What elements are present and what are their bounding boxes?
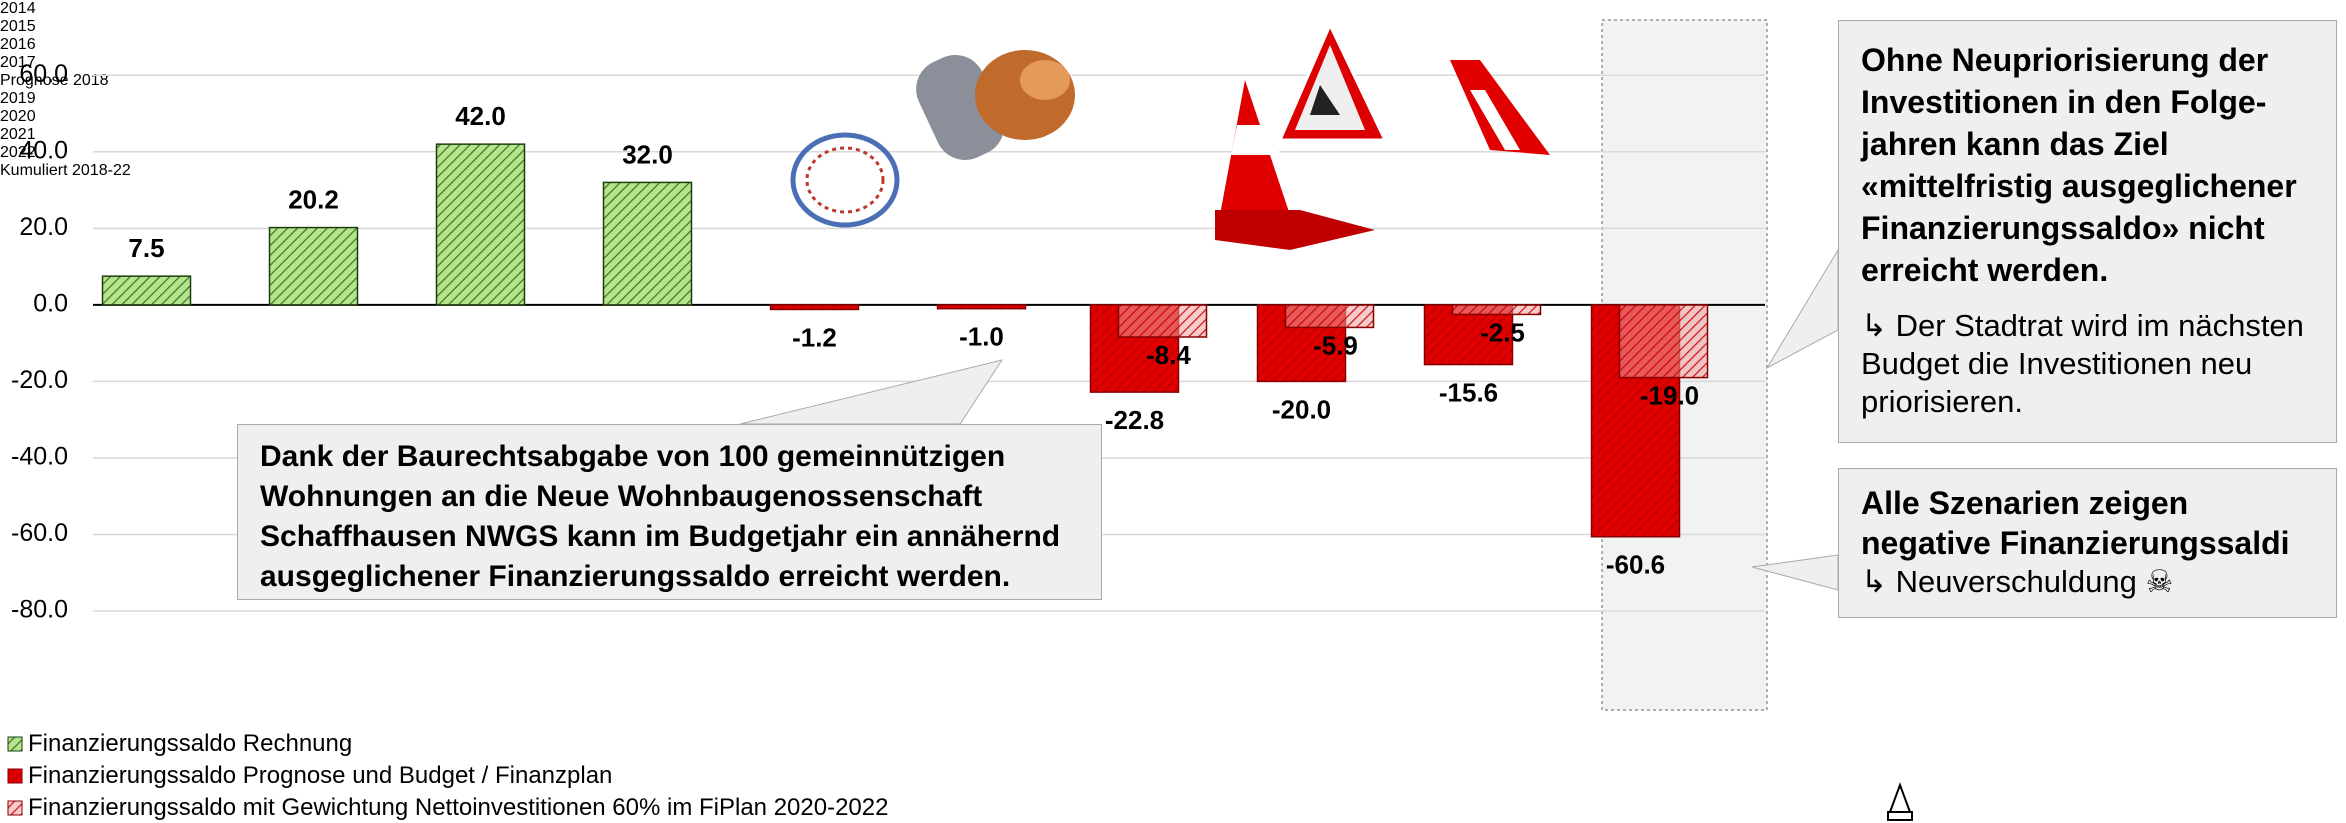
construction-illustration <box>1215 25 1550 250</box>
data-label: -19.0 <box>1640 380 1699 410</box>
bar <box>437 144 525 305</box>
data-label: -60.6 <box>1606 550 1665 580</box>
data-label: -1.2 <box>792 322 837 352</box>
data-label: -15.6 <box>1439 377 1498 407</box>
y-tick-label: 0.0 <box>33 289 68 317</box>
data-label: -2.5 <box>1480 317 1525 347</box>
legend-swatch-rect <box>8 801 22 815</box>
y-tick-label: -80.0 <box>11 596 68 624</box>
legend-entry: Finanzierungssaldo Rechnung <box>6 730 352 758</box>
bar <box>103 276 191 305</box>
data-label: -5.9 <box>1313 330 1358 360</box>
callout-right-top: Ohne Neupriorisierung der Investitionen … <box>1838 20 2337 443</box>
bar <box>1453 305 1541 315</box>
callout-note: ↳ Neuverschuldung ☠ <box>1861 563 2314 601</box>
legend-swatch-rect <box>8 737 22 751</box>
callout-pointer <box>1767 250 1838 368</box>
y-tick-label: 20.0 <box>19 213 68 241</box>
legend-label: Finanzierungssaldo Rechnung <box>28 730 352 758</box>
callout-right-bottom: Alle Szenarien zeigen negative Finanzier… <box>1838 468 2337 618</box>
callout-pointer <box>740 360 1002 424</box>
legend-label: Finanzierungssaldo mit Gewichtung Nettoi… <box>28 794 888 822</box>
bar <box>1286 305 1374 328</box>
bar <box>270 228 358 305</box>
y-tick-label: -60.0 <box>11 519 68 547</box>
data-label: 7.5 <box>128 233 164 263</box>
legend-swatch <box>6 767 24 785</box>
legend-entry: Finanzierungssaldo Prognose und Budget /… <box>6 762 612 790</box>
pen-icon <box>1888 785 1912 820</box>
data-label: -8.4 <box>1146 340 1191 370</box>
bar <box>1119 305 1207 337</box>
bar <box>1620 305 1708 378</box>
chart: -80.0 -60.0 -40.0 -20.0 0.0 20.0 40.0 60.0 7.5 2… <box>0 0 2346 823</box>
data-label: -1.0 <box>959 322 1004 352</box>
stamp-illustration <box>793 45 1075 225</box>
y-tick-label: -20.0 <box>11 366 68 394</box>
legend-swatch-rect <box>8 769 22 783</box>
y-tick-label: 60.0 <box>19 60 68 88</box>
legend-entry: Finanzierungssaldo mit Gewichtung Nettoi… <box>6 794 888 822</box>
data-label: 42.0 <box>455 101 506 131</box>
legend-swatch <box>6 735 24 753</box>
bar <box>771 305 859 310</box>
callout-title: Alle Szenarien zeigen negative Finanzier… <box>1861 483 2314 563</box>
callout-left: Dank der Baurechtsabgabe von 100 gemeinn… <box>237 424 1102 600</box>
y-tick-label: 40.0 <box>19 136 68 164</box>
legend-label: Finanzierungssaldo Prognose und Budget /… <box>28 762 612 790</box>
legend-swatch <box>6 799 24 817</box>
data-label: 20.2 <box>288 184 339 214</box>
bar <box>938 305 1026 309</box>
data-label: 32.0 <box>622 139 673 169</box>
data-label: -20.0 <box>1272 394 1331 424</box>
data-label: -22.8 <box>1105 405 1164 435</box>
callout-title: Ohne Neupriorisierung der Investitionen … <box>1861 39 2314 291</box>
y-tick-label: -40.0 <box>11 443 68 471</box>
callout-note: ↳ Der Stadtrat wird im nächsten Budget d… <box>1861 307 2314 421</box>
bar <box>604 182 692 304</box>
